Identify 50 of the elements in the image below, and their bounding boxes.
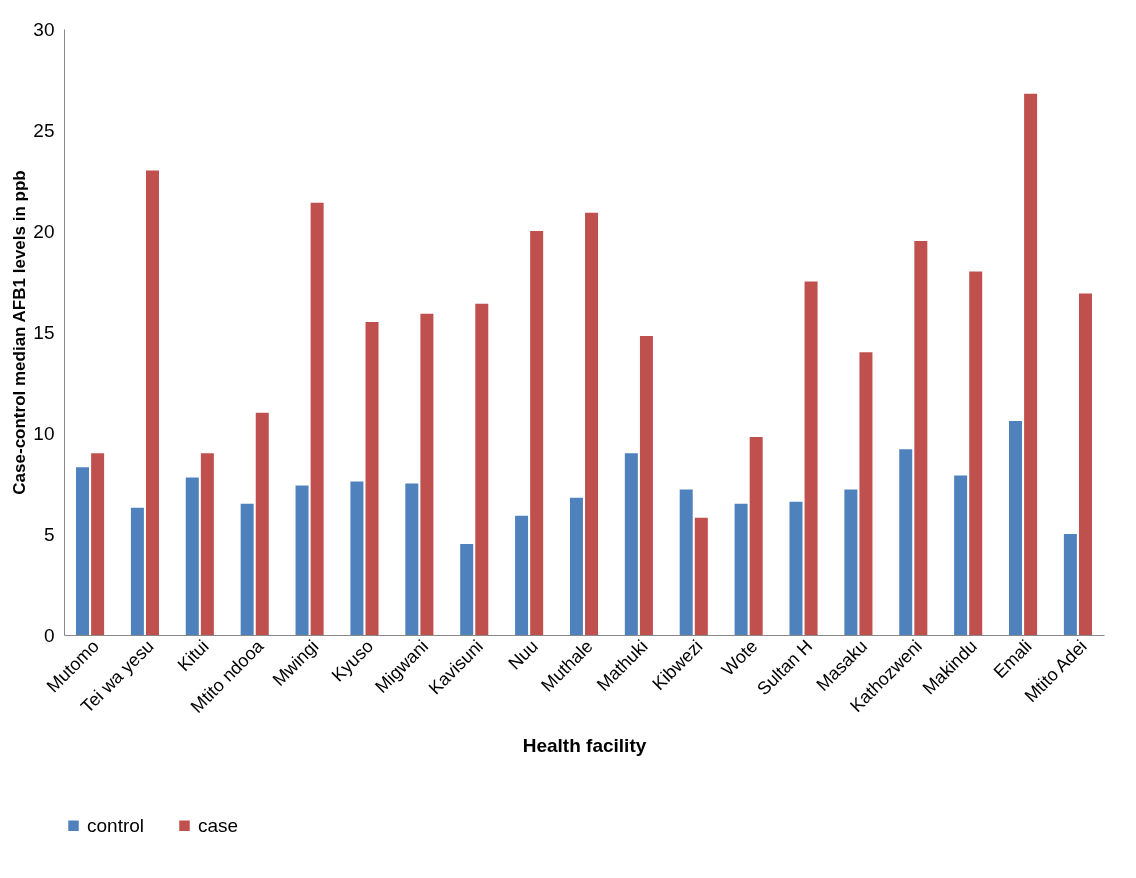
y-tick-label: 0 (43, 624, 55, 646)
y-tick-label: 25 (33, 119, 55, 141)
y-tick-label: 15 (33, 321, 55, 343)
bar (734, 503, 748, 635)
bar (240, 503, 254, 635)
bar (1024, 93, 1038, 635)
bar (310, 202, 324, 635)
legend-label: case (198, 814, 239, 836)
bar (420, 313, 434, 635)
bar (530, 231, 544, 635)
x-tick-label: Nuu (504, 636, 542, 674)
bar (365, 321, 379, 635)
bar (569, 497, 583, 635)
bar (76, 467, 90, 635)
bar (954, 475, 968, 635)
bar (914, 241, 928, 635)
bar (130, 507, 144, 635)
bar (515, 515, 529, 635)
bar (859, 352, 873, 635)
bar (1063, 534, 1077, 635)
y-tick-label: 10 (33, 422, 55, 444)
bar (789, 501, 803, 635)
bar (350, 481, 364, 635)
bar (405, 483, 419, 635)
bar (844, 489, 858, 635)
y-tick-label: 5 (43, 523, 55, 545)
bar (185, 477, 199, 635)
x-axis-title: Health facility (522, 734, 647, 756)
bar (679, 489, 693, 635)
legend-label: control (87, 814, 145, 836)
bar (295, 485, 309, 635)
bar (1078, 293, 1092, 635)
y-tick-label: 30 (33, 18, 55, 40)
bar (639, 336, 653, 635)
bar (91, 453, 105, 635)
y-axis-title: Case-control median AFB1 levels in ppb (10, 170, 30, 495)
bar (146, 170, 159, 635)
bar (624, 453, 638, 635)
bar (899, 449, 913, 635)
bar (255, 412, 269, 635)
bar (969, 271, 983, 635)
bar (585, 212, 599, 635)
bar (1009, 420, 1022, 635)
bar (804, 281, 818, 635)
bar (694, 517, 708, 635)
bar (200, 453, 214, 635)
y-tick-label: 20 (33, 220, 55, 242)
bar (749, 437, 763, 635)
bar (460, 544, 474, 635)
bar (475, 303, 489, 635)
